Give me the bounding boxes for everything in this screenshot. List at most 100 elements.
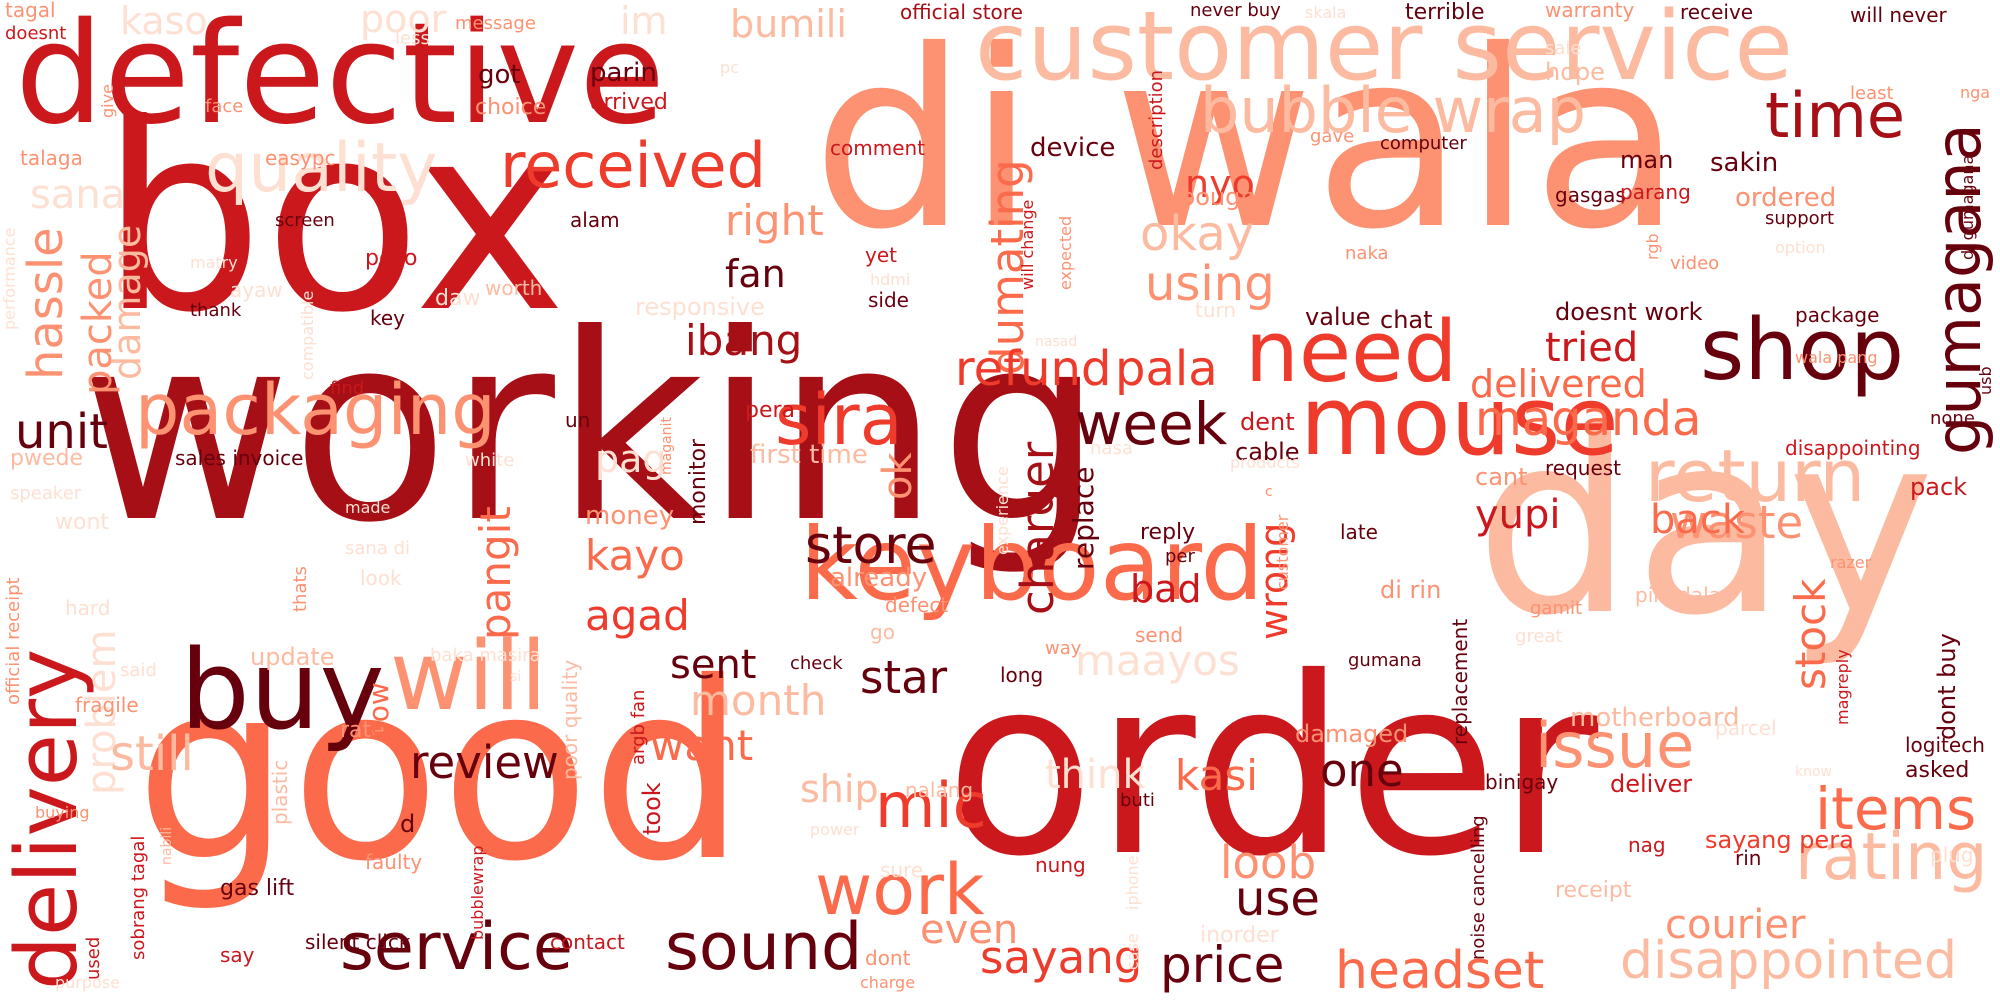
word-nga: nga [1960,83,1991,102]
word-products: products [1230,453,1300,472]
word-star: star [860,651,948,704]
word-nasad: nasad [1035,334,1078,350]
word-customer: customer [1273,514,1292,590]
word-pangit: pangit [471,506,520,640]
word-quality: quality [205,129,438,208]
word-buti: buti [1120,790,1155,811]
word-option: option [1775,238,1826,257]
word-week: week [1075,390,1228,458]
word-un: un [565,408,591,432]
word-pc: pc [720,58,739,77]
word-okay: okay [1140,206,1255,262]
word-daw: daw [435,286,481,311]
word-time: time [1765,79,1906,152]
word-si: si [510,669,522,685]
word-working: working [80,279,1104,579]
word-peso: peso [365,246,418,271]
word-defective: defective [15,0,666,156]
word-sakin: sakin [1710,148,1779,178]
word-back: back [1650,497,1746,543]
word-charger: charger [1011,441,1064,615]
word-rating: rating [1795,820,1988,895]
word-rin: rin [1735,846,1762,870]
word-parcel: parcel [1715,716,1777,740]
word-great: great [1515,626,1563,647]
word-bumili: bumili [730,2,847,46]
word-will: will [390,622,547,732]
word-thank: thank [190,300,242,321]
word-speaker: speaker [10,483,82,504]
word-cable: cable [1235,438,1300,466]
word-refund: refund [955,341,1112,397]
word-sira: sira [775,379,903,461]
word-less: less [395,28,430,49]
word-support: support [1765,208,1835,229]
word-hard: hard [65,596,111,620]
word-damaged: damaged [1295,720,1409,748]
word-buying: buying [35,803,90,822]
word-mic: mic [875,769,987,842]
word-sales-invoice: sales invoice [175,446,304,470]
word-iphone: iphone [1123,855,1142,910]
word-long: long [1000,663,1044,687]
word-return: return [1645,434,1866,518]
word-fragile: fragile [75,693,139,717]
word-go: go [870,620,895,644]
word-look: look [360,566,402,590]
word-pera: pera [745,398,796,423]
word-agad: agad [585,591,690,640]
word-now: now [362,682,395,740]
word-buy: buy [180,626,385,754]
word-performance: performance [0,227,19,330]
word-keyboard: keyboard [800,506,1264,623]
word-parin: parin [590,58,657,88]
word-using: using [1145,256,1275,312]
word-responsive: responsive [635,293,765,321]
word-usb: usb [1976,366,1995,395]
word-update: update [250,643,335,671]
word-alam: alam [570,208,620,232]
word-made: made [345,498,391,517]
word-official-store: official store [900,0,1023,24]
word-plastic: plastic [268,759,292,825]
word-value: value [1305,303,1371,331]
word-already: already [830,563,928,593]
word-think: think [1045,752,1146,798]
word-items: items [1815,775,1977,843]
word-know: know [1795,764,1832,780]
word-store: store [805,516,937,576]
word-find: find [330,378,365,399]
word-charge: charge [860,973,916,992]
word-price: price [1160,936,1285,994]
word-naka: naka [1345,243,1389,264]
word-comment: comment [830,136,926,160]
word-di-gumagana: di gumagana [1958,154,1977,260]
word-damage: damage [105,224,149,380]
word-man: man [1620,146,1674,174]
word-took: took [638,782,666,835]
word-check: check [790,653,843,674]
word-pwede: pwede [10,446,83,471]
word-sobrang-tagal: sobrang tagal [128,835,149,960]
word-none: none [1930,408,1975,429]
word-stock: stock [1786,578,1835,690]
word-review: review [410,736,559,789]
word-sana-di: sana di [345,538,410,559]
word-ayaw: ayaw [230,278,283,302]
word-computer: computer [1380,133,1467,154]
word-sale: sale [1545,38,1582,59]
word-easypc: easypc [265,146,336,170]
word-choice: choice [475,95,547,120]
word-maganda: maganda [1475,391,1702,447]
word-reply: reply [1140,520,1196,545]
word-power: power [810,820,860,839]
word-matry: matry [190,253,238,272]
word-case: case [1123,933,1142,970]
word-will-change: will change [1018,199,1037,290]
word-disappointing: disappointing [1785,436,1921,460]
word-d: d [400,810,416,838]
word-want: want [650,721,754,770]
word-im: im [620,0,668,43]
word-gamit: gamit [1530,598,1583,619]
word-replace: replace [1067,466,1100,570]
